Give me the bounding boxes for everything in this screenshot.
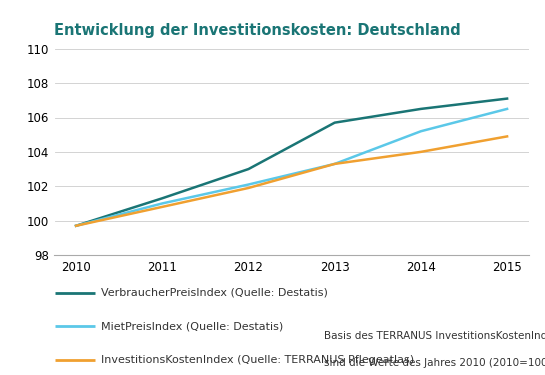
Text: InvestitionsKostenIndex (Quelle: TERRANUS Pflegeatlas): InvestitionsKostenIndex (Quelle: TERRANU… — [101, 355, 414, 365]
Text: Basis des TERRANUS InvestitionsKostenIndex: Basis des TERRANUS InvestitionsKostenInd… — [324, 331, 545, 341]
Text: sind die Werte des Jahres 2010 (2010=100).: sind die Werte des Jahres 2010 (2010=100… — [324, 357, 545, 368]
Text: VerbraucherPreisIndex (Quelle: Destatis): VerbraucherPreisIndex (Quelle: Destatis) — [101, 288, 328, 297]
Text: Entwicklung der Investitionskosten: Deutschland: Entwicklung der Investitionskosten: Deut… — [54, 22, 461, 38]
Text: MietPreisIndex (Quelle: Destatis): MietPreisIndex (Quelle: Destatis) — [101, 321, 283, 331]
